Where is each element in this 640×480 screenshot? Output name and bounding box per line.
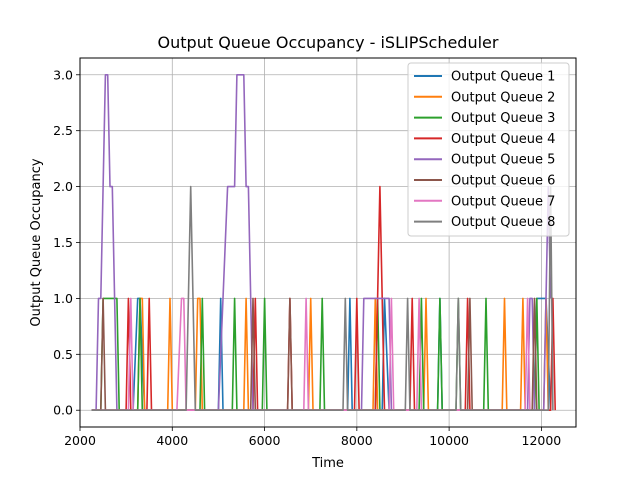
- x-tick-label: 2000: [64, 433, 96, 448]
- series-layer: [91, 74, 556, 412]
- legend-box: [407, 62, 570, 237]
- x-axis-label: Time: [311, 456, 344, 471]
- x-tick-label: 4000: [156, 433, 188, 448]
- y-tick-label: 3.0: [53, 67, 73, 82]
- legend-label: Output Queue 2: [451, 90, 555, 105]
- legend-label: Output Queue 3: [451, 111, 555, 126]
- legend-label: Output Queue 7: [451, 194, 555, 209]
- legend-label: Output Queue 8: [451, 215, 555, 230]
- legend-label: Output Queue 4: [451, 132, 555, 147]
- legend-label: Output Queue 1: [451, 70, 555, 85]
- y-axis-label: Output Queue Occupancy: [29, 158, 44, 327]
- y-tick-label: 2.5: [53, 123, 73, 138]
- series-line-4: [91, 185, 556, 412]
- legend-label: Output Queue 5: [451, 153, 555, 168]
- x-tick-label: 8000: [341, 433, 373, 448]
- legend: Output Queue 1 Output Queue 2 Output Queue…: [407, 62, 570, 237]
- y-tick-label: 0.5: [53, 347, 73, 362]
- x-tick-label: 6000: [249, 433, 281, 448]
- y-tick-label: 0.0: [53, 403, 73, 418]
- x-tick-label: 10000: [429, 433, 469, 448]
- y-tick-label: 1.5: [53, 235, 73, 250]
- chart-title: Output Queue Occupancy - iSLIPScheduler: [158, 33, 499, 52]
- x-tick-label: 12000: [522, 433, 562, 448]
- legend-label: Output Queue 6: [451, 174, 555, 189]
- y-tick-label: 2.0: [53, 179, 73, 194]
- series-line-8: [91, 185, 554, 412]
- y-tick-label: 1.0: [53, 291, 73, 306]
- ticks: 2000 4000 6000 8000 10000 12000 0.0 0.5 1.0 1.5 2.…: [53, 67, 561, 448]
